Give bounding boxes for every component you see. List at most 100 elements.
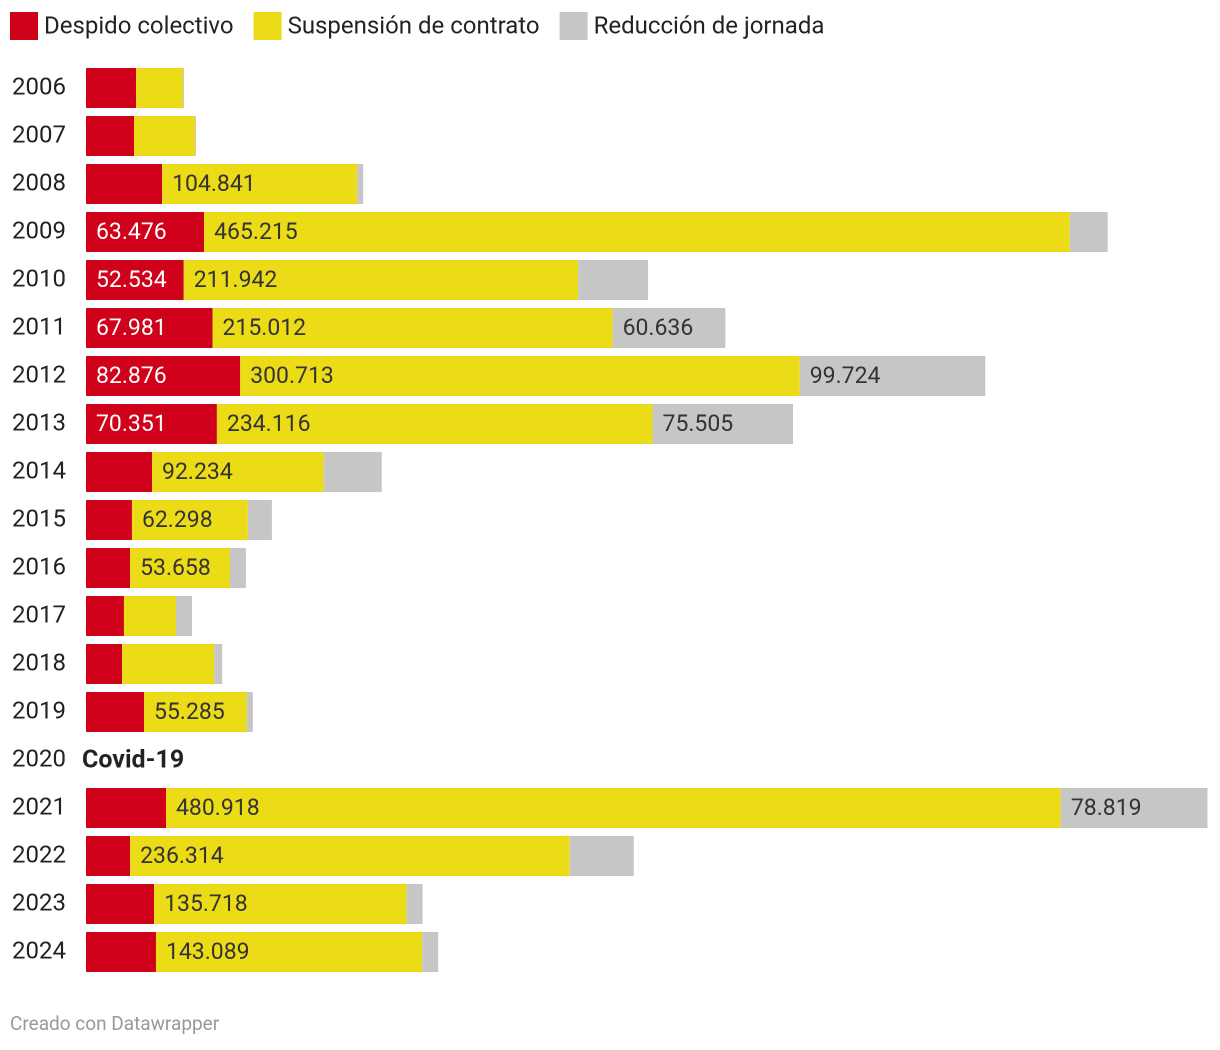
value-label: 135.718 xyxy=(164,890,248,917)
bar-segment xyxy=(136,68,184,108)
bar-segment xyxy=(86,596,124,636)
y-tick-label: 2020 xyxy=(12,744,66,772)
y-tick-label: 2008 xyxy=(12,168,66,196)
value-label: 92.234 xyxy=(162,458,233,485)
bar-segment xyxy=(86,260,184,300)
bar-segment xyxy=(134,116,196,156)
y-tick-label: 2007 xyxy=(12,120,66,148)
legend-swatch xyxy=(10,12,38,40)
bar-segment xyxy=(130,548,230,588)
bar-segment xyxy=(86,500,132,540)
bar-segment xyxy=(612,308,726,348)
value-label: 236.314 xyxy=(140,842,224,869)
value-label: 62.298 xyxy=(142,506,213,533)
value-label: 104.841 xyxy=(172,170,256,197)
bar-segment xyxy=(1069,212,1108,252)
bar-segment xyxy=(578,260,649,300)
bar-segment xyxy=(183,68,185,108)
y-tick-label: 2014 xyxy=(12,456,66,484)
bar-segment xyxy=(799,356,986,396)
bar-segment xyxy=(86,788,167,828)
value-label: 78.819 xyxy=(1071,794,1142,821)
y-tick-label: 2022 xyxy=(12,840,66,868)
bar-segment xyxy=(86,884,155,924)
y-tick-label: 2010 xyxy=(12,264,66,292)
y-tick-label: 2024 xyxy=(12,936,66,964)
legend-label: Reducción de jornada xyxy=(594,11,825,39)
y-tick-label: 2006 xyxy=(12,72,66,100)
bar-segment xyxy=(652,404,794,444)
bar-segment xyxy=(176,596,193,636)
y-tick-label: 2011 xyxy=(12,312,66,340)
bar-segment xyxy=(155,932,423,972)
bar-segment xyxy=(166,788,1061,828)
y-tick-label: 2012 xyxy=(12,360,66,388)
y-tick-label: 2019 xyxy=(12,696,66,724)
bar-segment xyxy=(357,164,364,204)
bar-segment xyxy=(86,644,123,684)
bar-segment xyxy=(246,692,253,732)
bar-segment xyxy=(152,452,324,492)
value-label: 55.285 xyxy=(154,698,225,725)
bar-segment xyxy=(406,884,423,924)
value-label: 70.351 xyxy=(96,410,167,437)
value-label: 465.215 xyxy=(214,218,298,245)
bar-segment xyxy=(86,356,241,396)
bar-segment xyxy=(86,68,137,108)
y-tick-label: 2009 xyxy=(12,216,66,244)
bar-segment xyxy=(144,692,247,732)
bar-segment xyxy=(569,836,634,876)
value-label: 60.636 xyxy=(623,314,694,341)
bar-segment xyxy=(1060,788,1208,828)
value-label: 53.658 xyxy=(140,554,211,581)
bar-segment xyxy=(86,452,153,492)
value-label: 234.116 xyxy=(227,410,311,437)
y-tick-label: 2015 xyxy=(12,504,66,532)
legend-swatch xyxy=(253,12,282,40)
bar-segment xyxy=(86,164,163,204)
bar-segment xyxy=(122,644,215,684)
bar-segment xyxy=(86,404,217,444)
legend-label: Suspensión de contrato xyxy=(288,11,540,39)
bar-segment xyxy=(162,164,358,204)
bar-segment xyxy=(86,548,131,588)
bar-segment xyxy=(86,692,145,732)
bar-segment xyxy=(86,932,156,972)
annotation: Covid-19 xyxy=(82,746,184,775)
y-tick-label: 2021 xyxy=(12,792,66,820)
bar-segment xyxy=(247,500,272,540)
bar-segment xyxy=(240,356,800,396)
value-label: 63.476 xyxy=(96,218,167,245)
bar-segment xyxy=(154,884,407,924)
bar-segment xyxy=(214,644,223,684)
y-tick-label: 2023 xyxy=(12,888,66,916)
bar-segment xyxy=(86,212,205,252)
value-label: 52.534 xyxy=(96,266,167,293)
value-label: 211.942 xyxy=(194,266,278,293)
bar-segment xyxy=(86,308,213,348)
legend-swatch xyxy=(559,12,588,40)
bar-segment xyxy=(131,500,248,540)
bar-segment xyxy=(216,404,653,444)
bar-segment xyxy=(422,932,439,972)
bar-segment xyxy=(130,836,570,876)
value-label: 480.918 xyxy=(176,794,260,821)
value-label: 300.713 xyxy=(250,362,334,389)
y-tick-label: 2013 xyxy=(12,408,66,436)
source: Creado con Datawrapper xyxy=(10,1012,220,1035)
bar-segment xyxy=(123,596,177,636)
bar-segment xyxy=(86,116,135,156)
value-label: 99.724 xyxy=(810,362,881,389)
bar-segment xyxy=(323,452,382,492)
bar-segment xyxy=(86,836,131,876)
bar-segment xyxy=(212,308,613,348)
y-tick-label: 2016 xyxy=(12,552,66,580)
value-label: 143.089 xyxy=(166,938,250,965)
value-label: 82.876 xyxy=(96,362,167,389)
bar-segment xyxy=(204,212,1070,252)
value-label: 215.012 xyxy=(222,314,306,341)
y-tick-label: 2017 xyxy=(12,600,66,628)
y-tick-label: 2018 xyxy=(12,648,66,676)
value-label: 75.505 xyxy=(663,410,734,437)
